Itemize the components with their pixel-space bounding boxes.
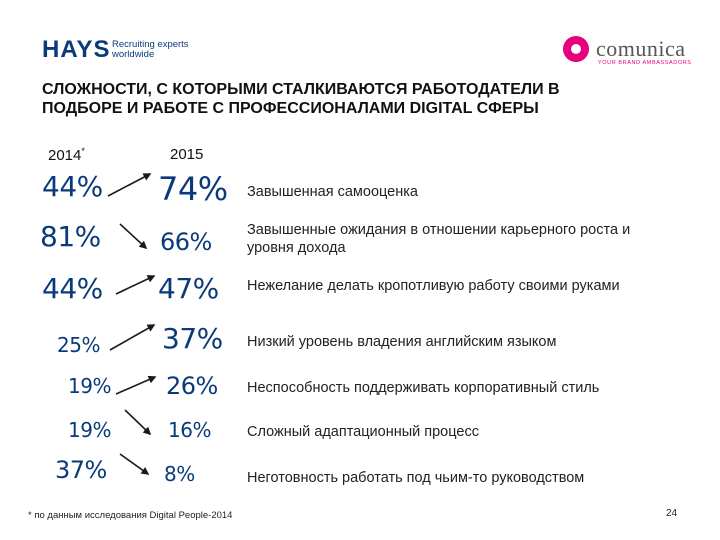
description-row-2: Завышенные ожидания в отношении карьерно… bbox=[247, 222, 631, 256]
title-line-1: СЛОЖНОСТИ, С КОТОРЫМИ СТАЛКИВАЮТСЯ РАБОТ… bbox=[42, 81, 560, 98]
description-row-5: Неспособность поддерживать корпоративный… bbox=[247, 380, 600, 396]
hays-tagline: Recruiting experts worldwide bbox=[112, 40, 189, 60]
hays-logo: HAYS bbox=[42, 36, 111, 63]
trend-arrow-row-2 bbox=[119, 223, 148, 250]
value-2014-row-4: 25% bbox=[57, 333, 100, 357]
value-2015-row-2: 66% bbox=[160, 228, 212, 256]
trend-arrow-row-5 bbox=[115, 375, 157, 395]
value-2015-row-4: 37% bbox=[162, 322, 223, 355]
comunica-logo-icon bbox=[563, 36, 589, 62]
value-2015-row-3: 47% bbox=[158, 272, 219, 305]
hays-tagline-line1: Recruiting experts bbox=[112, 39, 189, 50]
year-2014-header: 2014* bbox=[48, 146, 85, 164]
value-2015-row-7: 8% bbox=[164, 462, 195, 486]
value-2014-row-6: 19% bbox=[68, 418, 111, 442]
trend-arrow-row-7 bbox=[119, 453, 150, 475]
value-2015-row-1: 74% bbox=[158, 170, 228, 208]
year-2015-header: 2015 bbox=[170, 146, 204, 163]
value-2015-row-6: 16% bbox=[168, 418, 211, 442]
trend-arrow-row-3 bbox=[115, 275, 156, 295]
description-row-6: Сложный адаптационный процесс bbox=[247, 424, 479, 440]
comunica-logo: comunica bbox=[596, 36, 686, 61]
trend-arrow-row-1 bbox=[107, 173, 152, 197]
description-row-1: Завышенная самооценка bbox=[247, 184, 418, 200]
value-2014-row-1: 44% bbox=[42, 170, 103, 203]
value-2014-row-5: 19% bbox=[68, 374, 111, 398]
year-2014-label: 2014 bbox=[48, 147, 82, 164]
description-row-3: Нежелание делать кропотливую работу свои… bbox=[247, 278, 620, 294]
value-2014-row-7: 37% bbox=[55, 456, 107, 484]
description-row-4: Низкий уровень владения английским языко… bbox=[247, 334, 557, 350]
description-row-7: Неготовность работать под чьим-то руково… bbox=[247, 470, 585, 486]
page-title: СЛОЖНОСТИ, С КОТОРЫМИ СТАЛКИВАЮТСЯ РАБОТ… bbox=[42, 80, 682, 118]
year-2014-footnote-mark: * bbox=[81, 146, 85, 156]
footnote: * по данным исследования Digital People-… bbox=[28, 510, 233, 521]
page-number: 24 bbox=[666, 508, 678, 519]
title-line-2: ПОДБОРЕ И РАБОТЕ С ПРОФЕССИОНАЛАМИ DIGIT… bbox=[42, 100, 539, 117]
value-2014-row-2: 81% bbox=[40, 220, 101, 253]
hays-tagline-line2: worldwide bbox=[112, 49, 155, 60]
comunica-tagline: YOUR BRAND AMBASSADORS bbox=[598, 60, 692, 66]
trend-arrow-row-4 bbox=[109, 324, 156, 351]
value-2015-row-5: 26% bbox=[166, 372, 218, 400]
value-2014-row-3: 44% bbox=[42, 272, 103, 305]
trend-arrow-row-6 bbox=[124, 409, 152, 436]
